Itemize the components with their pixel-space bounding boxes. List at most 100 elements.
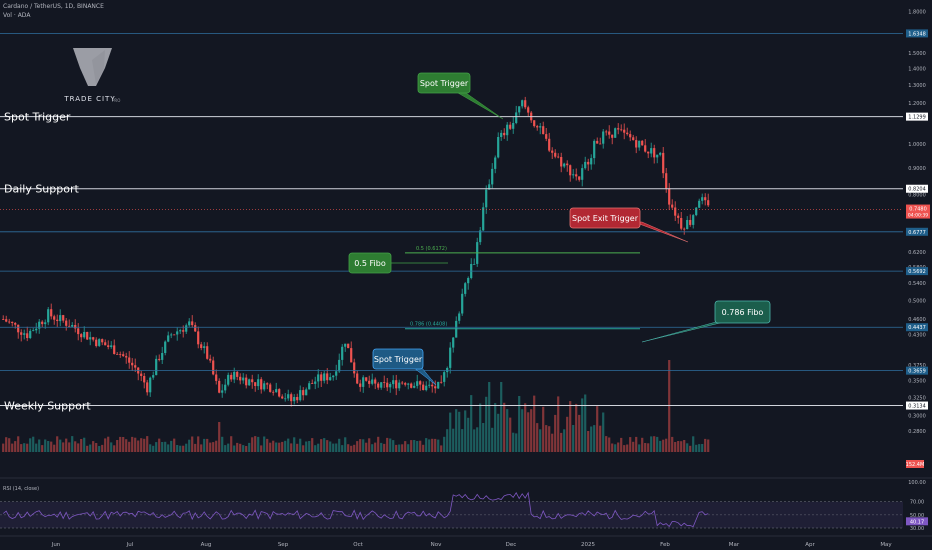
volume-bar [338, 438, 341, 452]
candle-body [74, 325, 77, 329]
volume-bar [662, 439, 665, 452]
candle-body [701, 197, 704, 201]
candle-body [632, 137, 635, 141]
volume-bar [515, 433, 518, 452]
volume-bar [143, 438, 146, 452]
candle-body [440, 381, 443, 383]
candle-body [698, 200, 701, 208]
volume-bar [473, 429, 476, 452]
volume-bar [386, 437, 389, 452]
volume-bar [326, 440, 329, 452]
volume-bar [92, 441, 95, 452]
candle-body [692, 215, 695, 225]
candle-body [194, 325, 197, 332]
price-tick: 0.6200 [908, 250, 926, 256]
volume-bar [245, 446, 248, 452]
volume-bar [524, 403, 527, 452]
logo-text: TRADE CITY [63, 95, 115, 103]
price-axis-bg [904, 0, 932, 478]
volume-bar [68, 442, 71, 452]
volume-bar [242, 445, 245, 452]
volume-bar [233, 445, 236, 452]
volume-bar [389, 438, 392, 452]
volume-bar [8, 438, 11, 452]
candle-body [140, 373, 143, 376]
volume-bar [278, 442, 281, 452]
candle-body [374, 379, 377, 384]
level-badge [906, 184, 928, 193]
volume-bar [476, 427, 479, 452]
volume-bar [623, 445, 626, 452]
volume-bar [638, 444, 641, 452]
candle-body [35, 328, 38, 331]
volume-bar [680, 441, 683, 452]
volume-bar [566, 416, 569, 452]
candle-body [656, 154, 659, 158]
candle-body [326, 373, 329, 381]
volume-bar [38, 439, 41, 452]
volume-bar [158, 438, 161, 452]
candle-body [392, 380, 395, 385]
candle-body [278, 389, 281, 397]
candle-body [8, 321, 11, 323]
candle-body [77, 328, 80, 335]
volume-bar [677, 441, 680, 452]
candle-body [584, 161, 587, 169]
candle-body [248, 379, 251, 386]
volume-bar [110, 442, 113, 452]
annotation-text: 0.5 Fibo [354, 259, 386, 268]
candle-body [587, 161, 590, 165]
candle-body [359, 383, 362, 387]
candle-body [581, 168, 584, 180]
volume-bar [704, 438, 707, 452]
volume-bar [371, 444, 374, 452]
volume-bar [32, 436, 35, 452]
volume-bar [140, 438, 143, 452]
candle-body [38, 321, 41, 329]
price-tick: 1.8000 [908, 10, 926, 16]
fib-label: 0.786 (0.4408) [410, 322, 447, 328]
volume-bar [164, 441, 167, 452]
candle-body [596, 140, 599, 144]
volume-bar [416, 441, 419, 452]
candle-body [98, 339, 101, 346]
candle-body [557, 156, 560, 158]
annotation-pointer [457, 92, 504, 120]
volume-bar [50, 441, 53, 452]
candle-body [323, 373, 326, 381]
candle-body [158, 358, 161, 360]
volume-bar [392, 440, 395, 452]
candle-body [5, 319, 8, 322]
volume-bar [458, 411, 461, 452]
volume-bar [632, 441, 635, 452]
volume-bar [587, 431, 590, 452]
price-tick: 0.3659 [908, 369, 926, 375]
time-axis: Jun Jul Aug Sep Oct Nov Dec 2025 Feb Mar Apr May [0, 535, 932, 548]
volume-bar [311, 438, 314, 452]
volume-bars [2, 360, 710, 452]
candle-body [563, 163, 566, 167]
candle-body [473, 264, 476, 265]
volume-bar [359, 439, 362, 452]
volume-bar [2, 443, 5, 452]
rsi-badge [906, 517, 928, 526]
candle-body [362, 377, 365, 387]
volume-bar [446, 429, 449, 452]
candle-body [668, 188, 671, 205]
volume-bar [626, 444, 629, 452]
candle-body [284, 398, 287, 400]
volume-bar [365, 442, 368, 452]
candle-body [491, 168, 494, 185]
candle-body [695, 207, 698, 216]
volume-bar [287, 438, 290, 452]
rsi-tick: 100.00 [908, 480, 926, 486]
current-price-badge [906, 204, 930, 219]
volume-bar [215, 440, 218, 452]
volume-bar [56, 436, 59, 452]
candle-body [128, 357, 131, 363]
candle-body [338, 359, 341, 372]
time-tick: May [880, 542, 892, 548]
volume-bar [431, 438, 434, 452]
volume-bar [584, 394, 587, 452]
